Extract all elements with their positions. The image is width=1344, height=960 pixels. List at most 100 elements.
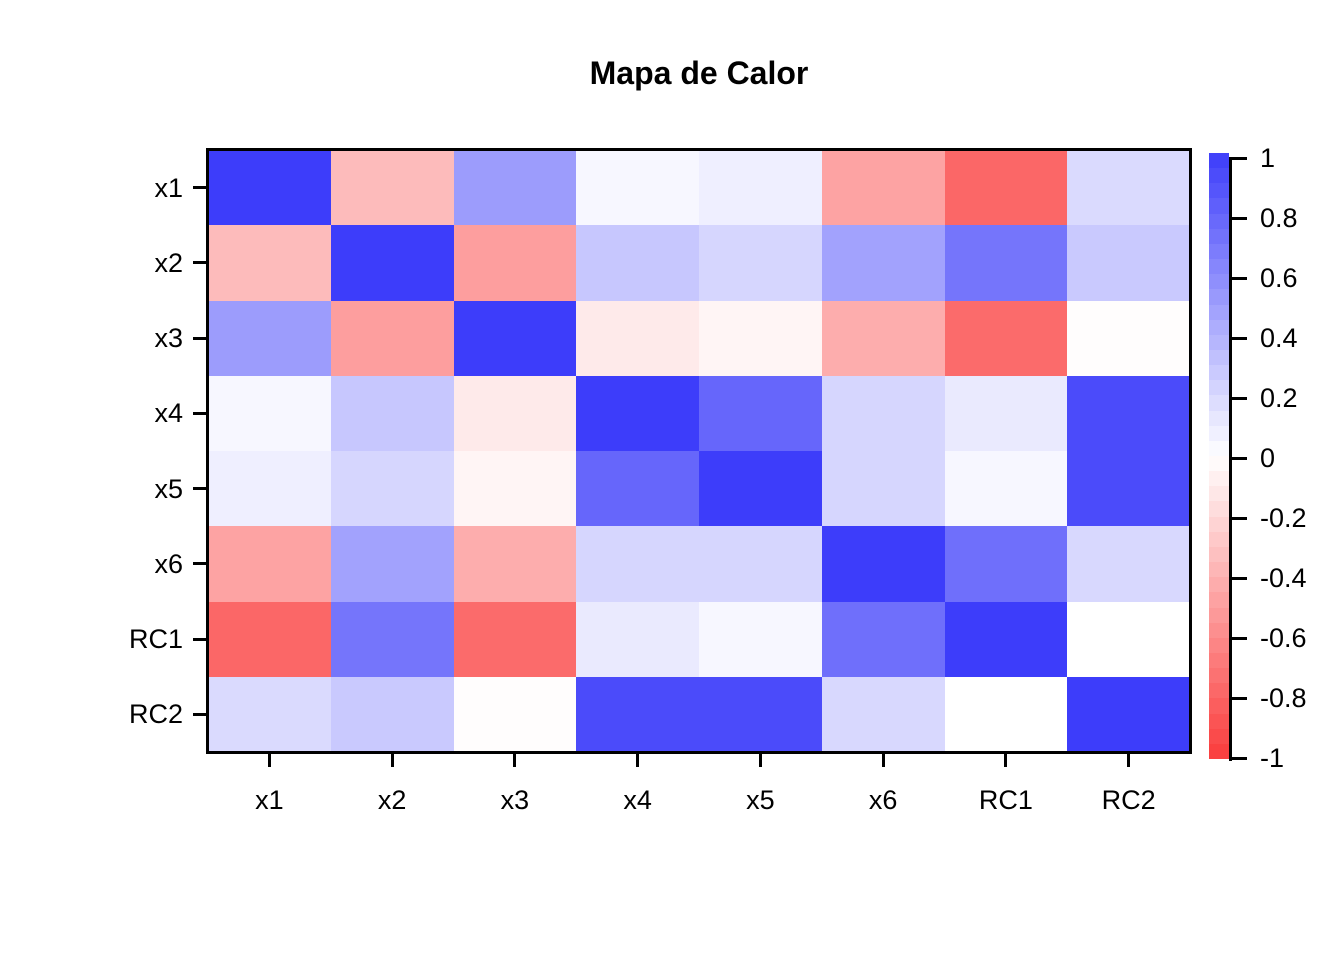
heatmap-cell-RC1-x5 (699, 601, 822, 677)
x-axis-label-x6: x6 (868, 785, 898, 815)
heatmap-cell-x5-x5 (699, 451, 822, 527)
colorbar-step (1209, 395, 1229, 412)
heatmap-cell-x1-x2 (330, 150, 454, 226)
heatmap-cell-x6-RC1 (944, 526, 1068, 602)
colorbar-axis-line (1229, 158, 1232, 761)
heatmap-cell-x3-x5 (699, 300, 822, 376)
colorbar-step (1209, 456, 1229, 472)
x-axis-label-x1: x1 (255, 785, 284, 815)
colorbar-step (1209, 183, 1229, 199)
colorbar-tick-label--0.2: -0.2 (1260, 503, 1307, 533)
heatmap-cell-x1-RC2 (1067, 150, 1190, 226)
heatmap-cell-x3-x6 (821, 300, 945, 376)
heatmap-cell-x1-x6 (821, 150, 945, 226)
heatmap-cell-RC1-RC2 (1067, 601, 1190, 677)
colorbar-step (1209, 728, 1229, 745)
colorbar-step (1209, 243, 1229, 260)
x-axis-label-RC1: RC1 (978, 785, 1033, 815)
y-axis-label-x1: x1 (154, 172, 183, 203)
colorbar-step (1209, 274, 1229, 290)
heatmap-cell-RC1-x1 (208, 601, 331, 677)
heatmap-cell-x2-RC2 (1067, 225, 1190, 301)
heatmap-cell-x4-x6 (821, 375, 945, 451)
heatmap-cell-x5-x4 (576, 451, 699, 527)
y-axis-tick-RC2 (193, 712, 208, 716)
heatmap-cell-x2-x5 (699, 225, 822, 301)
heatmap-cell-x5-x1 (208, 451, 331, 527)
heatmap-cell-RC1-RC1 (944, 601, 1068, 677)
colorbar-tick-label-0: 0 (1260, 443, 1276, 473)
chart-title: Mapa de Calor (589, 55, 809, 91)
heatmap-cell-x1-x3 (453, 150, 577, 226)
colorbar-step (1209, 683, 1229, 699)
colorbar-tick-label-0.8: 0.8 (1260, 203, 1298, 233)
colorbar-step (1209, 592, 1229, 608)
colorbar-tick-0.2 (1229, 396, 1247, 400)
heatmap-cell-RC1-x6 (821, 601, 945, 677)
heatmap-cell-x4-x1 (208, 375, 331, 451)
colorbar-tick-label-0.6: 0.6 (1260, 263, 1298, 293)
colorbar-step (1209, 546, 1229, 563)
heatmap-cell-RC1-x2 (330, 601, 454, 677)
heatmap-cell-x4-RC2 (1067, 375, 1190, 451)
y-axis-tick-x5 (193, 487, 208, 491)
heatmap-cell-x5-x6 (821, 451, 945, 527)
colorbar-step (1209, 425, 1229, 442)
colorbar-step (1209, 486, 1229, 502)
heatmap-cell-x2-x3 (453, 225, 577, 301)
colorbar-step (1209, 168, 1229, 184)
colorbar-tick-label--1: -1 (1260, 743, 1285, 773)
x-axis-tick-x3 (513, 752, 517, 767)
heatmap-cell-x3-x2 (330, 300, 454, 376)
heatmap-cell-x3-x3 (453, 300, 577, 376)
heatmap-cell-x5-x3 (453, 451, 577, 527)
y-axis-label-x2: x2 (154, 247, 183, 278)
y-axis-label-x3: x3 (154, 323, 183, 354)
heatmap-cell-RC2-RC1 (944, 676, 1068, 752)
colorbar-step (1209, 652, 1229, 669)
x-axis-tick-x6 (881, 752, 885, 767)
y-axis-tick-x3 (193, 336, 208, 340)
colorbar-step (1209, 213, 1229, 230)
heatmap-cell-RC2-x2 (330, 676, 454, 752)
x-axis-tick-x2 (390, 752, 394, 767)
heatmap-cell-x6-x3 (453, 526, 577, 602)
colorbar-tick--0.4 (1229, 576, 1247, 580)
colorbar-tick-1 (1229, 156, 1247, 160)
x-axis-label-RC2: RC2 (1101, 785, 1156, 815)
heatmap-cell-x1-RC1 (944, 150, 1068, 226)
colorbar-tick-label--0.6: -0.6 (1260, 623, 1307, 653)
colorbar-step (1209, 304, 1229, 321)
x-axis-label-x5: x5 (746, 785, 775, 815)
y-axis-label-x6: x6 (154, 548, 183, 579)
x-axis-tick-x4 (636, 752, 640, 767)
colorbar-step (1209, 743, 1229, 760)
heatmap-cell-x2-RC1 (944, 225, 1068, 301)
x-axis-label-x4: x4 (623, 785, 652, 815)
colorbar-step (1209, 713, 1229, 730)
y-axis-label-x5: x5 (154, 473, 183, 504)
heatmap-cell-x6-x6 (821, 526, 945, 602)
colorbar-step (1209, 259, 1229, 275)
colorbar-step (1209, 365, 1229, 381)
heatmap-cell-x5-RC1 (944, 451, 1068, 527)
heatmap-cell-x5-RC2 (1067, 451, 1190, 527)
colorbar-tick-0.4 (1229, 336, 1247, 340)
y-axis-tick-x1 (193, 186, 208, 190)
colorbar-step (1209, 531, 1229, 548)
heatmap-grid (208, 150, 1190, 752)
heatmap-cell-x3-x4 (576, 300, 699, 376)
heatmap-cell-x5-x2 (330, 451, 454, 527)
heatmap-cell-x4-x5 (699, 375, 822, 451)
heatmap-cell-x3-x1 (208, 300, 331, 376)
heatmap-cell-x2-x2 (330, 225, 454, 301)
colorbar-tick--0.2 (1229, 516, 1247, 520)
colorbar-tick-label-0.4: 0.4 (1260, 323, 1298, 353)
y-axis-label-RC2: RC2 (128, 699, 183, 730)
heatmap-cell-RC2-x1 (208, 676, 331, 752)
heatmap-cell-x4-x2 (330, 375, 454, 451)
heatmap-cell-x3-RC1 (944, 300, 1068, 376)
heatmap-cell-RC2-RC2 (1067, 676, 1190, 752)
colorbar-step (1209, 562, 1229, 578)
